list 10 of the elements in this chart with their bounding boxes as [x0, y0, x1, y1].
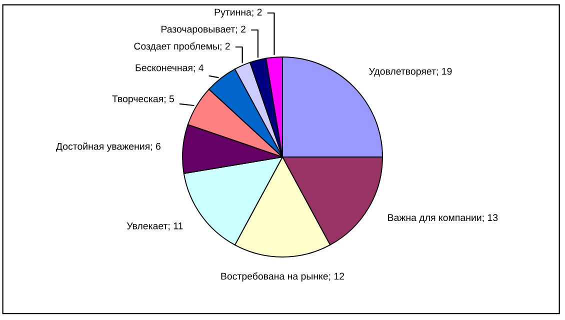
slice-label: Достойная уважения; 6 [56, 142, 160, 152]
slice-label: Рутинна; 2 [214, 8, 262, 18]
slice-label: Востребована на рынке; 12 [221, 272, 344, 282]
slice-label: Удовлетворяет; 19 [369, 68, 452, 77]
slice-label: Разочаровывает; 2 [162, 26, 246, 35]
slice-label: Создает проблемы; 2 [134, 42, 230, 52]
slice-label: Творческая; 5 [112, 95, 174, 104]
slice-label: Увлекает; 11 [126, 222, 183, 230]
slice-label: Важна для компании; 13 [388, 214, 498, 223]
slice-label: Бесконечная; 4 [136, 64, 204, 72]
